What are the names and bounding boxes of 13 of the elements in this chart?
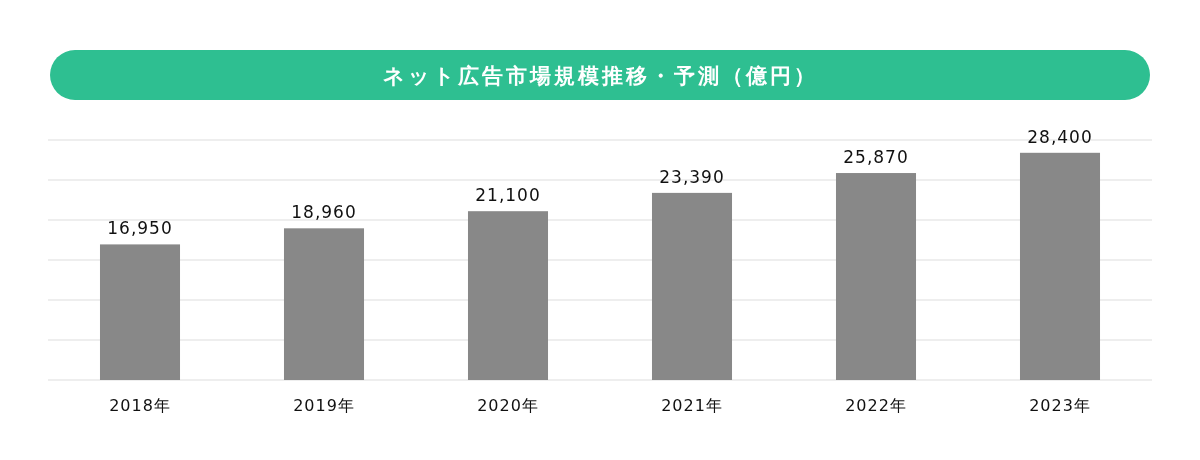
x-tick-label: 2018年: [109, 396, 171, 415]
chart-title: ネット広告市場規模推移・予測（億円）: [382, 64, 818, 88]
x-tick-label: 2023年: [1029, 396, 1091, 415]
data-label: 18,960: [291, 202, 357, 223]
data-label: 28,400: [1027, 126, 1093, 147]
data-label: 25,870: [843, 147, 909, 168]
data-label: 21,100: [475, 185, 541, 206]
x-tick-label: 2019年: [293, 396, 355, 415]
data-label: 23,390: [659, 166, 725, 187]
data-label: 16,950: [107, 218, 173, 239]
x-tick-label: 2022年: [845, 396, 907, 415]
x-tick-label: 2020年: [477, 396, 539, 415]
x-tick-label: 2021年: [661, 396, 723, 415]
